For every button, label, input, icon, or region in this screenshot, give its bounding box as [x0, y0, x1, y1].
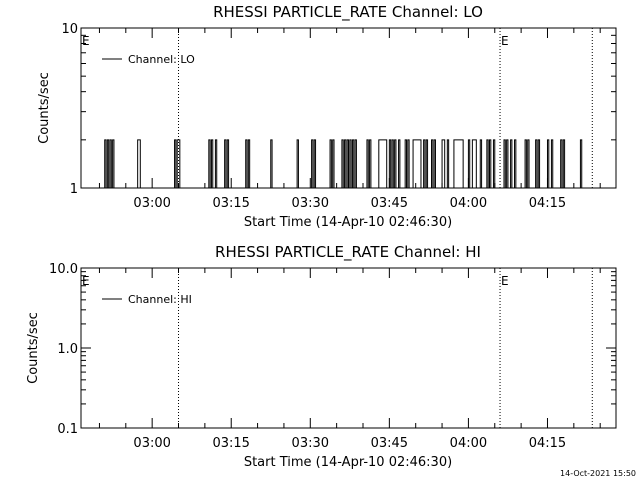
rate-pulse	[425, 139, 429, 188]
rate-pulse	[391, 139, 394, 188]
x-tick-label: 04:00	[450, 436, 487, 451]
rate-pulse	[514, 139, 517, 188]
rate-pulse	[524, 139, 527, 188]
event-marker-label: E	[501, 274, 509, 288]
panel-hi-xlabel: Start Time (14-Apr-10 02:46:30)	[244, 455, 452, 470]
rate-pulse	[226, 139, 230, 188]
rate-pulse	[412, 139, 422, 188]
rate-pulse	[441, 139, 446, 188]
panel-lo-xlabel: Start Time (14-Apr-10 02:46:30)	[244, 215, 452, 230]
panel-lo-title: RHESSI PARTICLE_RATE Channel: LO	[213, 3, 483, 22]
y-tick-label: 10.0	[49, 262, 78, 277]
rate-pulse	[488, 139, 492, 188]
rate-pulse	[313, 139, 317, 188]
rate-pulse	[349, 139, 352, 188]
rate-pulse	[453, 139, 464, 188]
rate-pulse	[492, 139, 496, 188]
x-tick-label: 03:00	[133, 196, 170, 211]
rate-pulse	[486, 139, 489, 188]
rate-pulse	[296, 139, 299, 188]
rate-pulse	[404, 139, 407, 188]
rate-pulse	[109, 139, 112, 188]
rate-pulse	[247, 139, 251, 188]
panel-hi-ylabel: Counts/sec	[26, 312, 41, 384]
rate-pulse	[311, 139, 314, 188]
rate-pulse	[467, 139, 471, 188]
rate-pulse	[369, 139, 372, 188]
rate-pulse	[210, 139, 214, 188]
rate-pulse	[407, 139, 410, 188]
x-tick-label: 03:45	[371, 436, 408, 451]
rate-pulse	[329, 139, 332, 188]
x-tick-label: 03:30	[292, 196, 329, 211]
rate-pulse	[214, 139, 218, 188]
rate-pulse	[479, 139, 483, 188]
x-tick-label: 03:15	[212, 196, 249, 211]
rate-pulse	[112, 139, 115, 188]
rate-pulse	[562, 139, 566, 188]
rate-pulse	[433, 139, 436, 188]
rate-pulse	[431, 139, 434, 188]
rate-pulse	[398, 139, 401, 188]
legend-label: Channel: HI	[128, 293, 192, 306]
rate-pulse	[174, 139, 177, 188]
rate-pulse	[537, 139, 541, 188]
x-tick-label: 04:15	[529, 436, 566, 451]
legend-label: Channel: LO	[128, 53, 195, 66]
y-tick-label: 1.0	[57, 342, 78, 357]
event-marker-label: E	[82, 34, 90, 48]
rate-pulse	[354, 139, 357, 188]
y-tick-label: 0.1	[57, 422, 78, 437]
event-marker-label: E	[501, 34, 509, 48]
x-tick-label: 03:45	[371, 196, 408, 211]
rate-pulse	[579, 139, 583, 188]
rate-pulse	[503, 139, 506, 188]
rate-pulse	[137, 139, 141, 188]
plot-frame	[80, 267, 617, 429]
rate-pulse	[394, 139, 397, 188]
rate-pulse	[535, 139, 538, 188]
rate-pulse	[550, 139, 554, 188]
x-tick-label: 03:30	[292, 436, 329, 451]
rate-pulse	[446, 139, 450, 188]
rate-pulse	[208, 139, 211, 188]
rate-pulse	[104, 139, 107, 188]
rate-pulse	[560, 139, 563, 188]
y-tick-label: 1	[70, 182, 78, 197]
rate-pulse	[106, 139, 110, 188]
rate-pulse	[245, 139, 248, 188]
rate-pulse	[527, 139, 530, 188]
rate-pulse	[388, 139, 392, 188]
rate-pulse	[224, 139, 227, 188]
rate-pulse	[546, 139, 550, 188]
rate-pulse	[351, 139, 355, 188]
rate-pulse	[471, 139, 477, 188]
rate-pulse	[510, 139, 513, 188]
rate-pulse	[378, 139, 388, 188]
rate-pulse	[346, 139, 349, 188]
panel-hi-title: RHESSI PARTICLE_RATE Channel: HI	[215, 243, 481, 262]
rate-pulse	[344, 139, 347, 188]
x-tick-label: 03:00	[133, 436, 170, 451]
x-tick-label: 04:00	[450, 196, 487, 211]
x-tick-label: 03:15	[212, 436, 249, 451]
y-tick-label: 10	[61, 22, 78, 37]
rate-pulse	[341, 139, 344, 188]
rate-pulse	[366, 139, 369, 188]
panel-lo-ylabel: Counts/sec	[37, 72, 52, 144]
generated-timestamp: 14-Oct-2021 15:50	[560, 469, 636, 478]
rate-pulse	[506, 139, 509, 188]
panel-hi: 0.1 1.0 10.0 03:00 03:15 03:30 03:45 04:00 04:15…	[49, 262, 617, 451]
event-marker-label: E	[82, 274, 90, 288]
rate-pulse	[270, 139, 273, 188]
panel-lo: 1 10 03:00 03:15 03:30 03:45 04:00 04:15 E E Chann…	[61, 22, 617, 211]
rate-pulse	[176, 139, 181, 188]
rate-pulse	[423, 139, 426, 188]
rate-pulse	[332, 139, 335, 188]
x-tick-label: 04:15	[529, 196, 566, 211]
